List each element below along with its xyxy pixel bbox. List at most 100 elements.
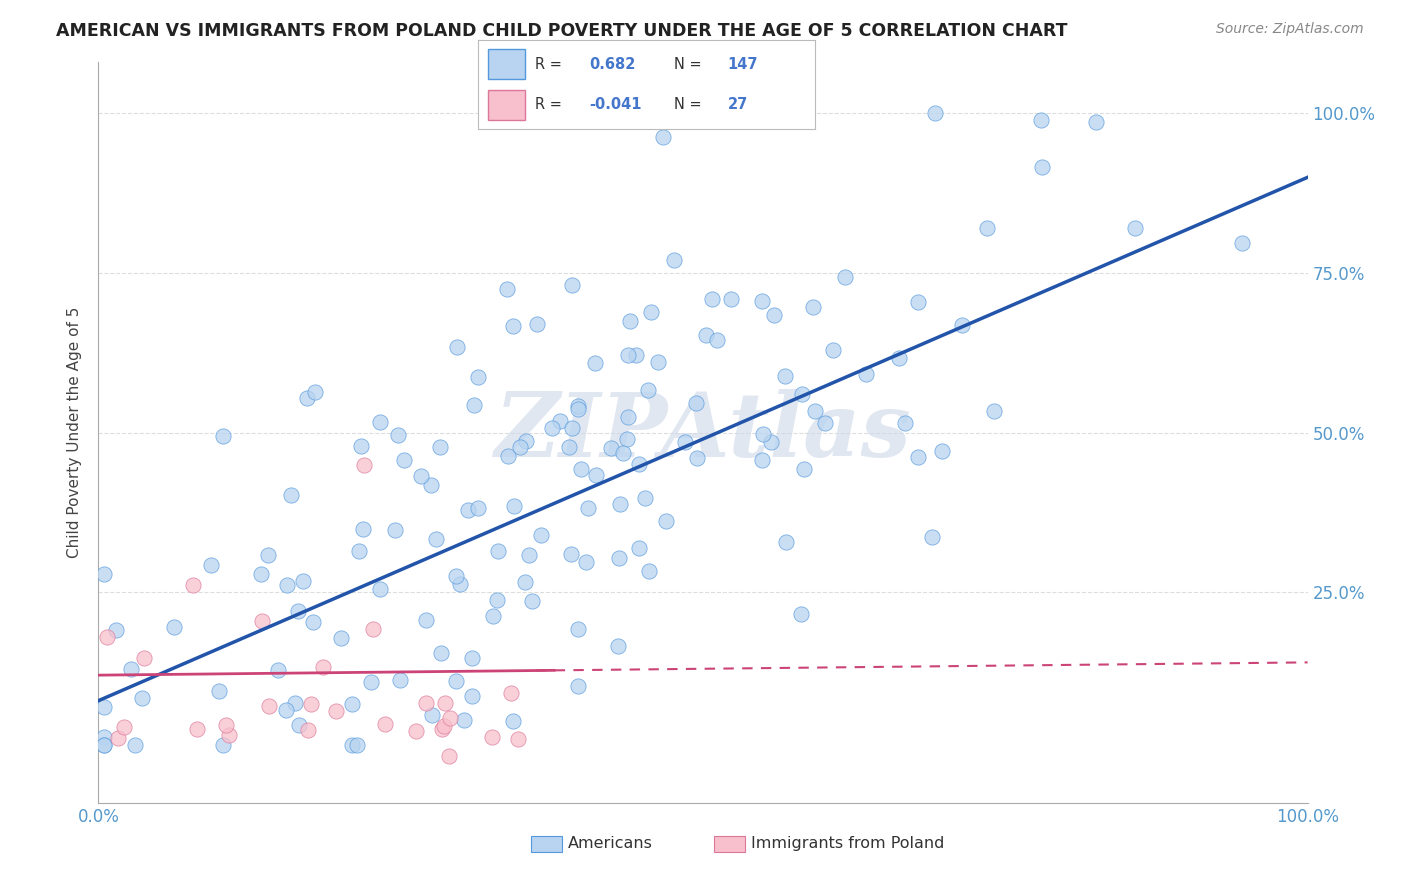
Point (389, 673, 412, 687)
Text: Source: ZipAtlas.com: Source: ZipAtlas.com (1216, 22, 1364, 37)
Point (340, 739, 363, 753)
Point (353, 458, 375, 472)
Point (686, 450, 709, 465)
Point (304, 384, 326, 399)
Point (124, 739, 146, 753)
Point (212, 428, 235, 442)
Point (415, 696, 437, 710)
Point (346, 739, 368, 753)
Point (793, 462, 815, 476)
Point (218, 728, 240, 742)
Point (1085, 115, 1108, 129)
Point (496, 449, 519, 463)
Point (585, 467, 607, 482)
Point (302, 615, 325, 629)
Point (420, 708, 443, 723)
Point (481, 730, 503, 744)
Point (384, 523, 406, 537)
Point (250, 567, 273, 582)
Point (112, 720, 135, 734)
Point (775, 535, 797, 549)
Point (567, 679, 589, 693)
Point (567, 400, 589, 414)
Point (370, 582, 392, 597)
Point (1230, 235, 1253, 250)
Point (560, 547, 582, 561)
Point (792, 386, 814, 401)
Point (353, 522, 375, 536)
Point (499, 686, 522, 700)
Point (257, 548, 280, 562)
Point (467, 501, 489, 516)
Point (894, 416, 917, 430)
Point (823, 343, 845, 358)
Point (567, 401, 589, 416)
Point (299, 697, 322, 711)
Point (515, 575, 537, 590)
Text: -0.041: -0.041 (589, 97, 643, 112)
Point (120, 662, 142, 676)
Text: 27: 27 (728, 97, 748, 112)
Point (583, 356, 606, 370)
Point (186, 722, 208, 736)
Point (486, 544, 509, 558)
Point (368, 415, 391, 429)
Point (1123, 221, 1146, 235)
Point (485, 593, 508, 607)
Point (515, 434, 537, 448)
Point (93, 699, 115, 714)
Point (433, 697, 456, 711)
Point (181, 578, 204, 592)
Point (931, 444, 953, 458)
Point (350, 439, 373, 453)
Point (502, 714, 524, 729)
Point (675, 435, 697, 450)
Point (628, 457, 651, 471)
Point (502, 500, 524, 514)
Point (773, 368, 796, 383)
Point (976, 221, 998, 235)
Point (449, 577, 471, 591)
Point (720, 293, 742, 307)
Point (250, 614, 273, 628)
Point (429, 440, 451, 454)
Point (702, 292, 724, 306)
Text: AMERICAN VS IMMIGRANTS FROM POLAND CHILD POVERTY UNDER THE AGE OF 5 CORRELATION : AMERICAN VS IMMIGRANTS FROM POLAND CHILD… (56, 22, 1067, 40)
Point (360, 675, 382, 690)
Point (467, 370, 489, 384)
Point (628, 541, 651, 555)
Point (409, 469, 432, 483)
Point (561, 421, 583, 435)
Point (104, 623, 127, 637)
Point (600, 441, 623, 455)
Point (93, 730, 115, 744)
Point (607, 639, 630, 653)
Point (752, 426, 775, 441)
Point (751, 293, 773, 308)
Point (325, 704, 347, 718)
Point (567, 622, 589, 636)
Point (430, 723, 453, 737)
Point (640, 305, 662, 319)
Point (950, 318, 973, 332)
Text: N =: N = (673, 57, 702, 71)
Point (93, 739, 115, 753)
Point (288, 717, 311, 731)
Point (405, 723, 427, 738)
Text: 147: 147 (728, 57, 758, 71)
Point (131, 690, 153, 705)
Point (481, 608, 503, 623)
Text: 0.682: 0.682 (589, 57, 636, 71)
Point (215, 718, 238, 732)
Point (283, 696, 305, 710)
Point (889, 351, 911, 365)
Point (617, 410, 640, 425)
Point (804, 404, 827, 418)
Point (342, 697, 364, 711)
Point (617, 348, 640, 362)
Point (907, 450, 929, 465)
Point (132, 651, 155, 665)
Point (530, 527, 553, 541)
Point (983, 404, 1005, 418)
Point (267, 663, 290, 677)
